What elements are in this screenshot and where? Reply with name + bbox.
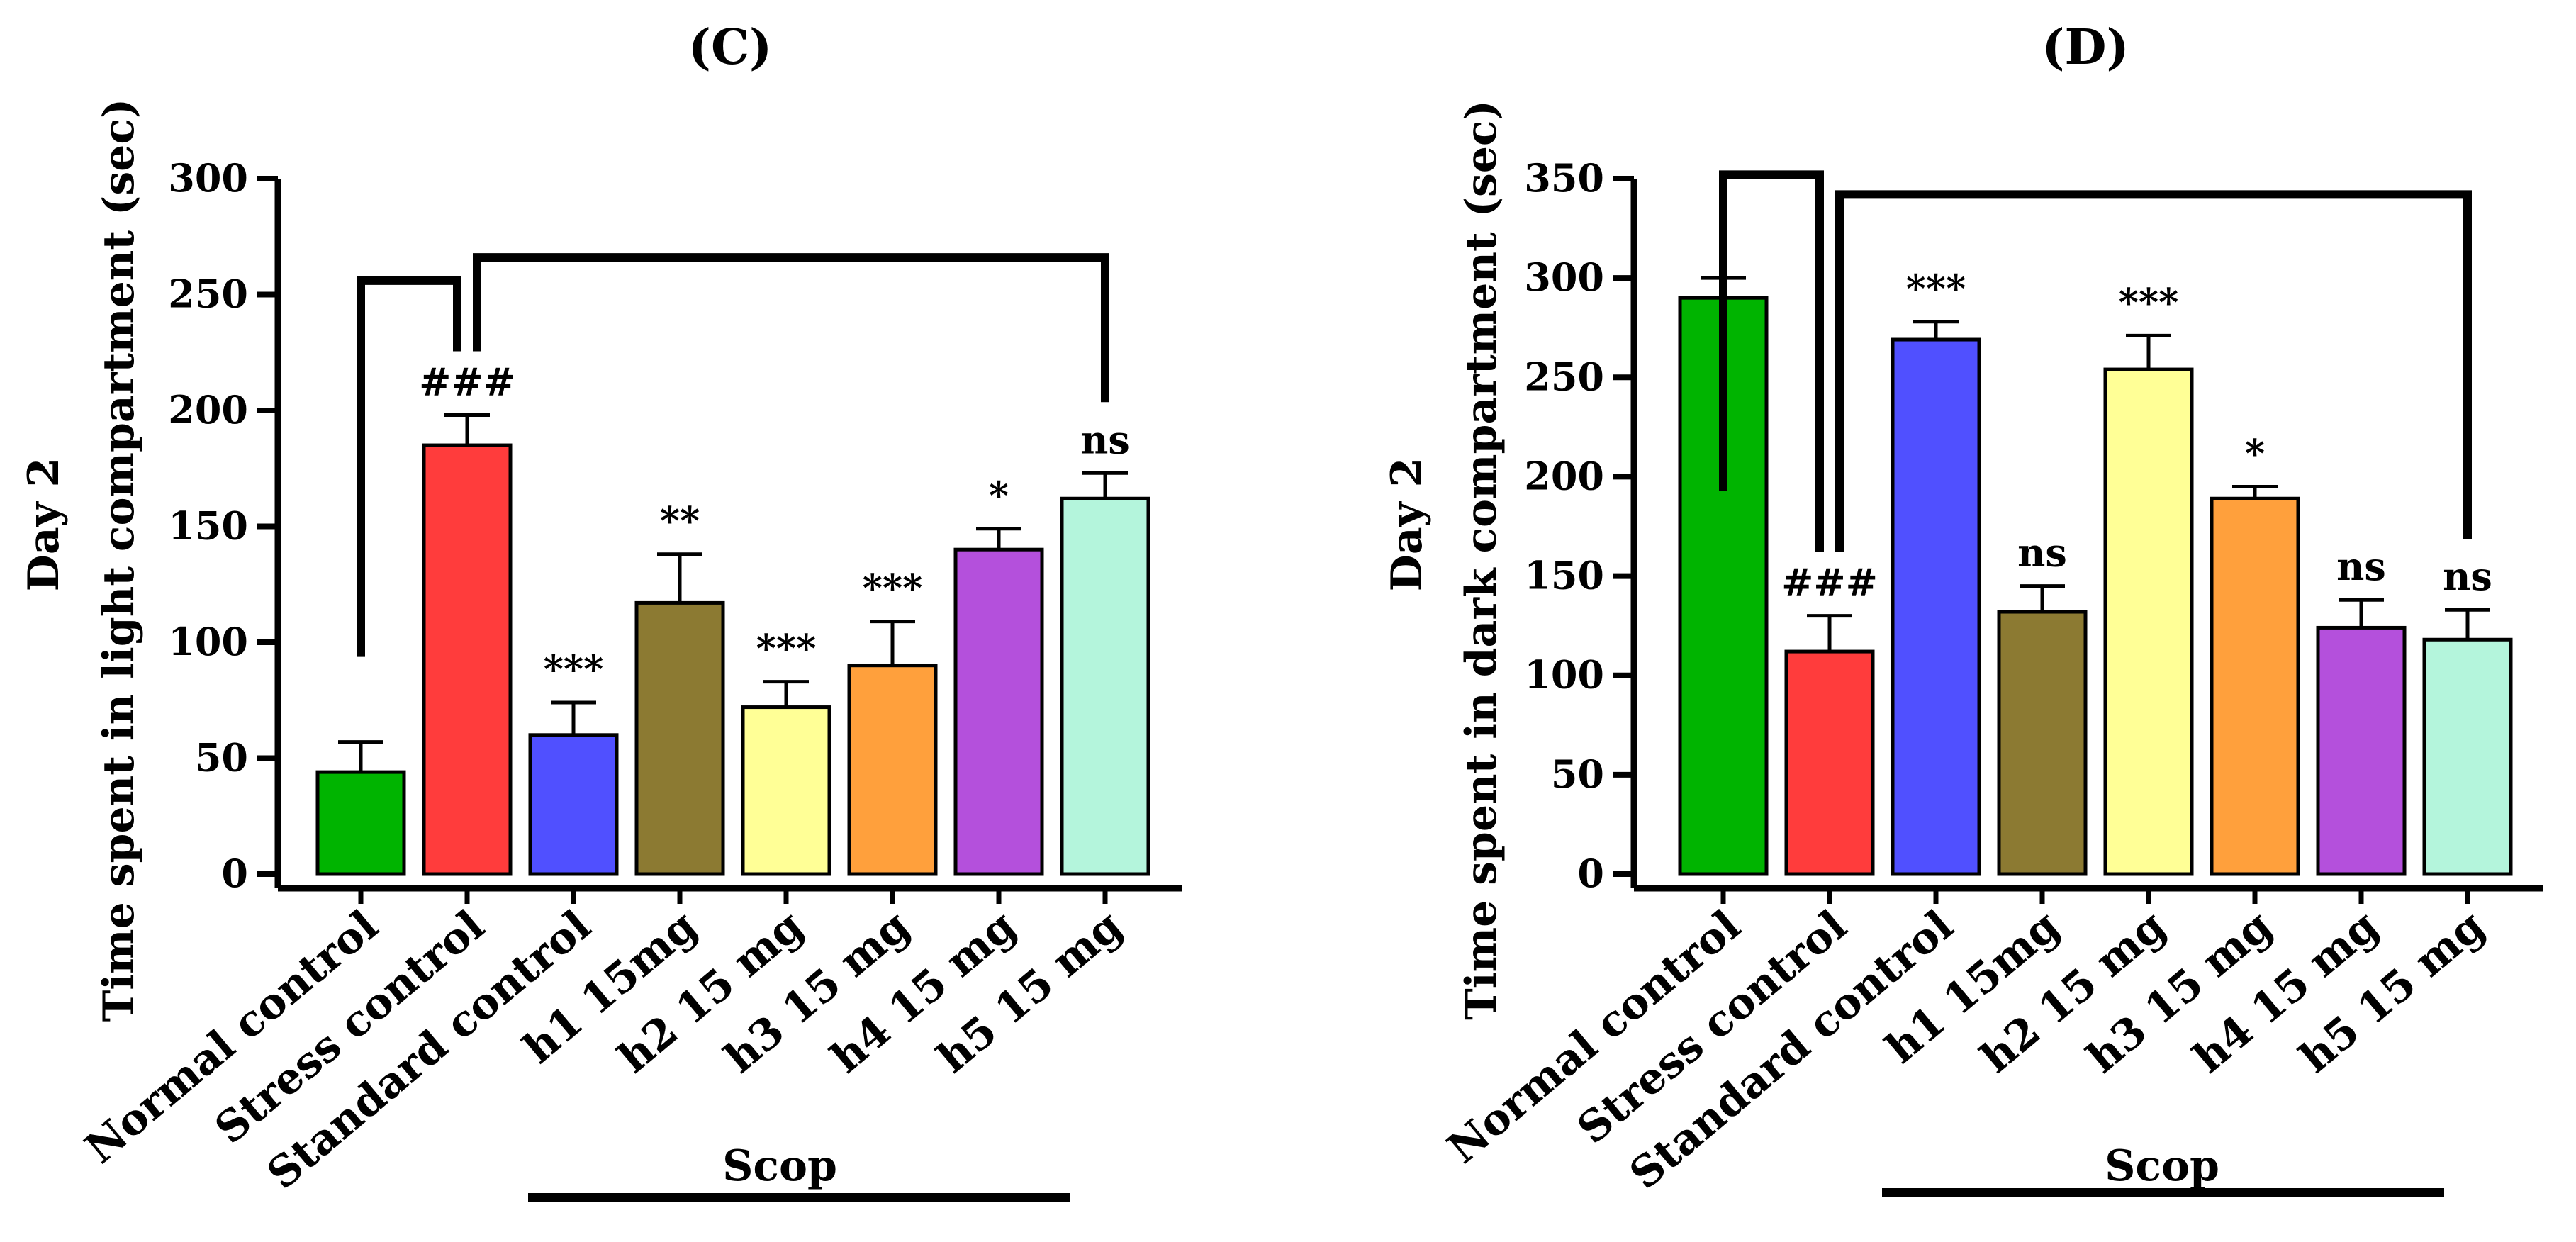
significance-label: ###: [419, 359, 515, 405]
group-label-scop: Scop: [722, 1141, 837, 1191]
significance-label: *: [989, 473, 1009, 518]
y-axis-label: Time spent in light compartment (sec): [94, 99, 144, 1022]
y-tick-label: 200: [168, 387, 248, 432]
group-underline: [1882, 1188, 2444, 1197]
significance-label: ***: [1906, 266, 1966, 311]
y-tick-label: 100: [168, 619, 248, 664]
y-axis-label-day: Day 2: [1382, 458, 1432, 591]
y-tick-label: 300: [1524, 254, 1604, 300]
y-tick-label: 200: [1524, 453, 1604, 498]
comparison-bracket: [1719, 170, 1824, 552]
bar: [741, 705, 831, 876]
significance-label: ###: [1781, 560, 1878, 605]
significance-label: ns: [1080, 417, 1130, 462]
chart-panel-c: (C) Day 2 Time spent in light compartmen…: [19, 19, 1182, 1202]
bar: [1891, 337, 1981, 876]
group-underline: [528, 1193, 1070, 1202]
comparison-bracket: [1835, 190, 2472, 552]
bar: [847, 664, 938, 876]
comparison-bracket: [473, 253, 1109, 403]
bar: [634, 600, 725, 876]
bar: [528, 733, 619, 876]
bar: [422, 443, 513, 876]
significance-label: ***: [863, 566, 923, 611]
group-label-scop: Scop: [2105, 1141, 2219, 1191]
significance-label: ***: [756, 626, 817, 671]
bar: [1060, 496, 1150, 876]
y-tick-label: 250: [168, 272, 248, 317]
bar: [1997, 610, 2088, 876]
bar: [953, 547, 1044, 876]
bar: [2316, 625, 2407, 876]
bar: [2210, 496, 2300, 876]
bar: [2103, 367, 2194, 876]
bar: [315, 770, 406, 876]
bar: [1784, 649, 1875, 876]
y-tick-label: 300: [168, 155, 248, 201]
y-tick-label: 350: [1524, 155, 1604, 201]
significance-label: ***: [2119, 279, 2179, 325]
chart-title: (C): [688, 19, 772, 76]
y-tick-label: 250: [1524, 354, 1604, 399]
significance-label: ns: [2017, 530, 2067, 576]
comparison-bracket: [357, 276, 461, 657]
y-tick-label: 0: [221, 851, 248, 896]
y-tick-label: 50: [1551, 751, 1604, 797]
y-axis-label-day: Day 2: [19, 458, 69, 591]
bar: [2422, 637, 2513, 876]
y-tick-label: 0: [1577, 851, 1604, 896]
y-axis-label: Time spent in dark compartment (sec): [1457, 100, 1506, 1020]
y-tick-label: 150: [168, 503, 248, 549]
significance-label: *: [2245, 430, 2265, 476]
y-tick-label: 50: [195, 735, 248, 781]
significance-label: ns: [2443, 554, 2492, 599]
significance-label: ***: [544, 647, 604, 692]
y-tick-label: 100: [1524, 652, 1604, 698]
significance-label: ns: [2336, 544, 2386, 589]
significance-label: **: [660, 498, 700, 544]
y-tick-label: 150: [1524, 553, 1604, 598]
chart-panel-d: (D) Day 2 Time spent in dark compartment…: [1382, 19, 2543, 1199]
chart-title: (D): [2042, 19, 2129, 76]
